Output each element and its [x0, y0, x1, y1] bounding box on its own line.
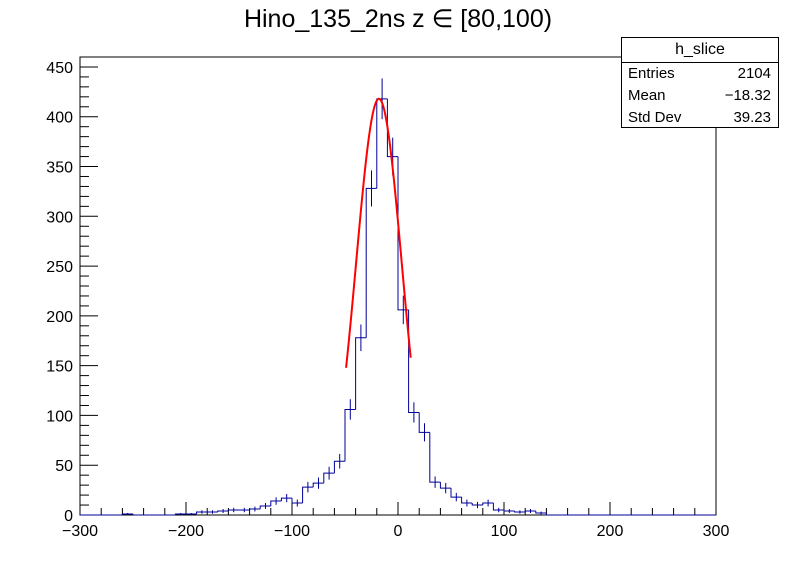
stats-row-entries: Entries 2104	[622, 63, 778, 85]
histogram-bin	[514, 511, 526, 513]
x-tick-label: −100	[274, 523, 310, 540]
histogram-bin	[418, 412, 430, 433]
histogram-bin	[386, 98, 398, 158]
histogram-bin	[174, 513, 186, 515]
histogram-bin	[217, 510, 229, 513]
y-tick-label: 150	[46, 359, 73, 376]
histogram-bin	[280, 497, 292, 502]
x-tick-label: −200	[168, 523, 204, 540]
x-tick-label: −300	[62, 523, 98, 540]
y-tick-label: 400	[46, 110, 73, 127]
x-tick-label: 100	[491, 523, 518, 540]
histogram-bin	[450, 488, 462, 498]
histogram-bin	[291, 498, 303, 504]
histogram-bin	[344, 408, 356, 462]
histogram-bin	[355, 337, 367, 410]
stats-name: h_slice	[622, 38, 778, 63]
gaussian-fit	[345, 97, 412, 368]
error-bars	[127, 78, 542, 515]
stats-stddev-value: 39.23	[733, 109, 771, 126]
histogram-bin	[439, 482, 451, 489]
histogram-bin	[503, 510, 515, 512]
histogram-bin	[132, 514, 144, 516]
histogram-bin	[429, 432, 441, 483]
stats-stddev-label: Std Dev	[628, 109, 682, 126]
histogram-bins	[80, 98, 716, 516]
histogram-bin	[259, 505, 271, 510]
histogram-bin	[471, 503, 483, 506]
stats-mean-label: Mean	[628, 87, 666, 104]
fit-curve	[345, 97, 412, 368]
stats-entries-label: Entries	[628, 65, 675, 82]
histogram-bin	[312, 482, 324, 488]
y-tick-label: 250	[46, 259, 73, 276]
stats-row-mean: Mean −18.32	[622, 85, 778, 107]
histogram-bin	[524, 510, 536, 513]
x-tick-label: 0	[394, 523, 403, 540]
y-tick-label: 50	[55, 458, 73, 475]
histogram-bin	[492, 503, 504, 511]
histogram-bin	[227, 509, 239, 512]
histogram-bin	[461, 497, 473, 504]
histogram-bin	[535, 511, 547, 514]
stats-mean-value: −18.32	[724, 87, 771, 104]
stats-box: h_slice Entries 2104 Mean −18.32 Std Dev…	[621, 37, 779, 128]
tick-labels: −300 −200 −100 0 100 200 300 0 50 100 150 200 250 300…	[46, 60, 729, 540]
y-tick-label: 0	[64, 508, 73, 525]
y-tick-label: 100	[46, 408, 73, 425]
histogram-bin	[482, 502, 494, 506]
histogram-bin	[333, 460, 345, 474]
chart-title: Hino_135_2ns z ∈ [80,100)	[243, 5, 553, 33]
histogram-bin	[323, 472, 335, 484]
histogram-bin	[365, 187, 377, 338]
x-tick-label: 200	[597, 523, 624, 540]
stats-row-stddev: Std Dev 39.23	[622, 107, 778, 129]
histogram-bin	[376, 98, 388, 189]
histogram-bin	[121, 513, 133, 515]
histogram-bin	[408, 309, 420, 413]
stats-entries-value: 2104	[737, 65, 771, 82]
histogram-bin	[196, 511, 208, 515]
histogram-bin	[545, 513, 557, 516]
y-tick-label: 450	[46, 60, 73, 77]
histogram-bin	[249, 508, 261, 511]
histogram-bin	[270, 500, 282, 507]
y-tick-label: 300	[46, 209, 73, 226]
x-tick-label: 300	[703, 523, 730, 540]
axis-ticks	[79, 56, 717, 516]
histogram-bin	[302, 486, 314, 504]
y-tick-label: 200	[46, 309, 73, 326]
y-tick-label: 350	[46, 160, 73, 177]
